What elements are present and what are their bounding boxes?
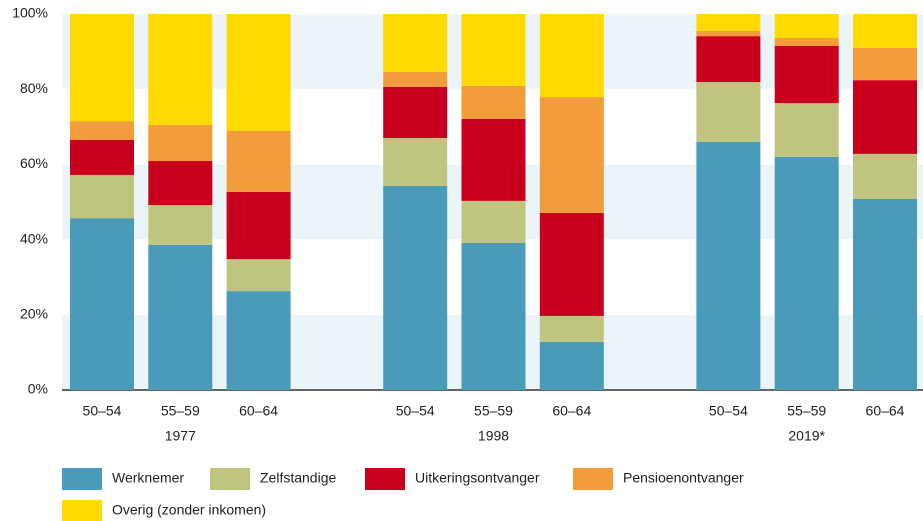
y-tick-label: 80% — [20, 80, 48, 96]
y-tick-label: 100% — [12, 5, 48, 21]
bar-segment — [461, 200, 526, 243]
y-tick-label: 20% — [20, 306, 48, 322]
bar-segment — [70, 139, 134, 175]
bar-segment — [70, 174, 134, 219]
bar-segment — [696, 141, 761, 390]
bar-segment — [774, 45, 839, 104]
x-tick-label: 60–64 — [552, 403, 591, 419]
x-tick-label: 60–64 — [866, 403, 905, 419]
y-tick-label: 40% — [20, 230, 48, 246]
bar-segment — [696, 30, 761, 37]
bar-segment — [774, 38, 839, 46]
legend-swatch — [210, 468, 250, 490]
bar-segment — [70, 121, 134, 140]
bar-segment — [696, 36, 761, 83]
group-label: 1977 — [165, 428, 196, 444]
x-tick-label: 50–54 — [709, 403, 748, 419]
bar-segment — [383, 185, 448, 390]
bar-segment — [383, 138, 448, 186]
bar-segment — [539, 97, 604, 213]
bar-segment — [539, 14, 604, 98]
x-tick-label: 60–64 — [239, 403, 278, 419]
bar-segment — [226, 130, 291, 192]
legend-label: Zelfstandige — [260, 470, 336, 486]
legend-label: Overig (zonder inkomen) — [112, 502, 266, 518]
bar-segment — [539, 341, 604, 390]
bar-segment — [383, 14, 448, 72]
bar-segment — [148, 205, 213, 245]
bar-segment — [461, 14, 526, 86]
bar-segment — [70, 14, 134, 122]
bar-segment — [774, 156, 839, 390]
legend-label: Pensioenontvanger — [623, 470, 744, 486]
bar-segment — [461, 242, 526, 390]
bar-segment — [461, 118, 526, 201]
bar-segment — [383, 71, 448, 87]
bar-segment — [148, 244, 213, 390]
bar-segment — [383, 86, 448, 139]
bar-segment — [70, 218, 134, 390]
bar-segment — [853, 47, 917, 81]
bar-segment — [853, 153, 917, 199]
bar-segment — [696, 14, 761, 31]
legend-swatch — [62, 500, 102, 521]
bar-segment — [696, 82, 761, 142]
bar-segment — [226, 291, 291, 390]
bar-segment — [226, 14, 291, 131]
y-tick-label: 0% — [28, 381, 48, 397]
bar-segment — [539, 212, 604, 316]
x-tick-label: 50–54 — [396, 403, 435, 419]
legend-label: Werknemer — [112, 470, 184, 486]
legend-swatch — [365, 468, 405, 490]
bar-segment — [148, 124, 213, 162]
group-label: 1998 — [478, 428, 509, 444]
group-label: 2019* — [788, 428, 825, 444]
bar-segment — [853, 80, 917, 154]
bar-segment — [774, 14, 839, 39]
bar-segment — [774, 103, 839, 157]
bar-segment — [226, 191, 291, 260]
y-tick-label: 60% — [20, 155, 48, 171]
legend-label: Uitkeringsontvanger — [415, 470, 540, 486]
legend-swatch — [573, 468, 613, 490]
x-tick-label: 55–59 — [474, 403, 513, 419]
bar-segment — [148, 161, 213, 206]
x-tick-label: 55–59 — [787, 403, 826, 419]
bar-segment — [226, 259, 291, 292]
bar-segment — [148, 14, 213, 125]
bar-segment — [853, 14, 917, 48]
bar-segment — [853, 198, 917, 390]
bar-segment — [461, 85, 526, 119]
bar-segment — [539, 315, 604, 342]
x-tick-label: 55–59 — [161, 403, 200, 419]
x-tick-label: 50–54 — [83, 403, 122, 419]
legend-swatch — [62, 468, 102, 490]
